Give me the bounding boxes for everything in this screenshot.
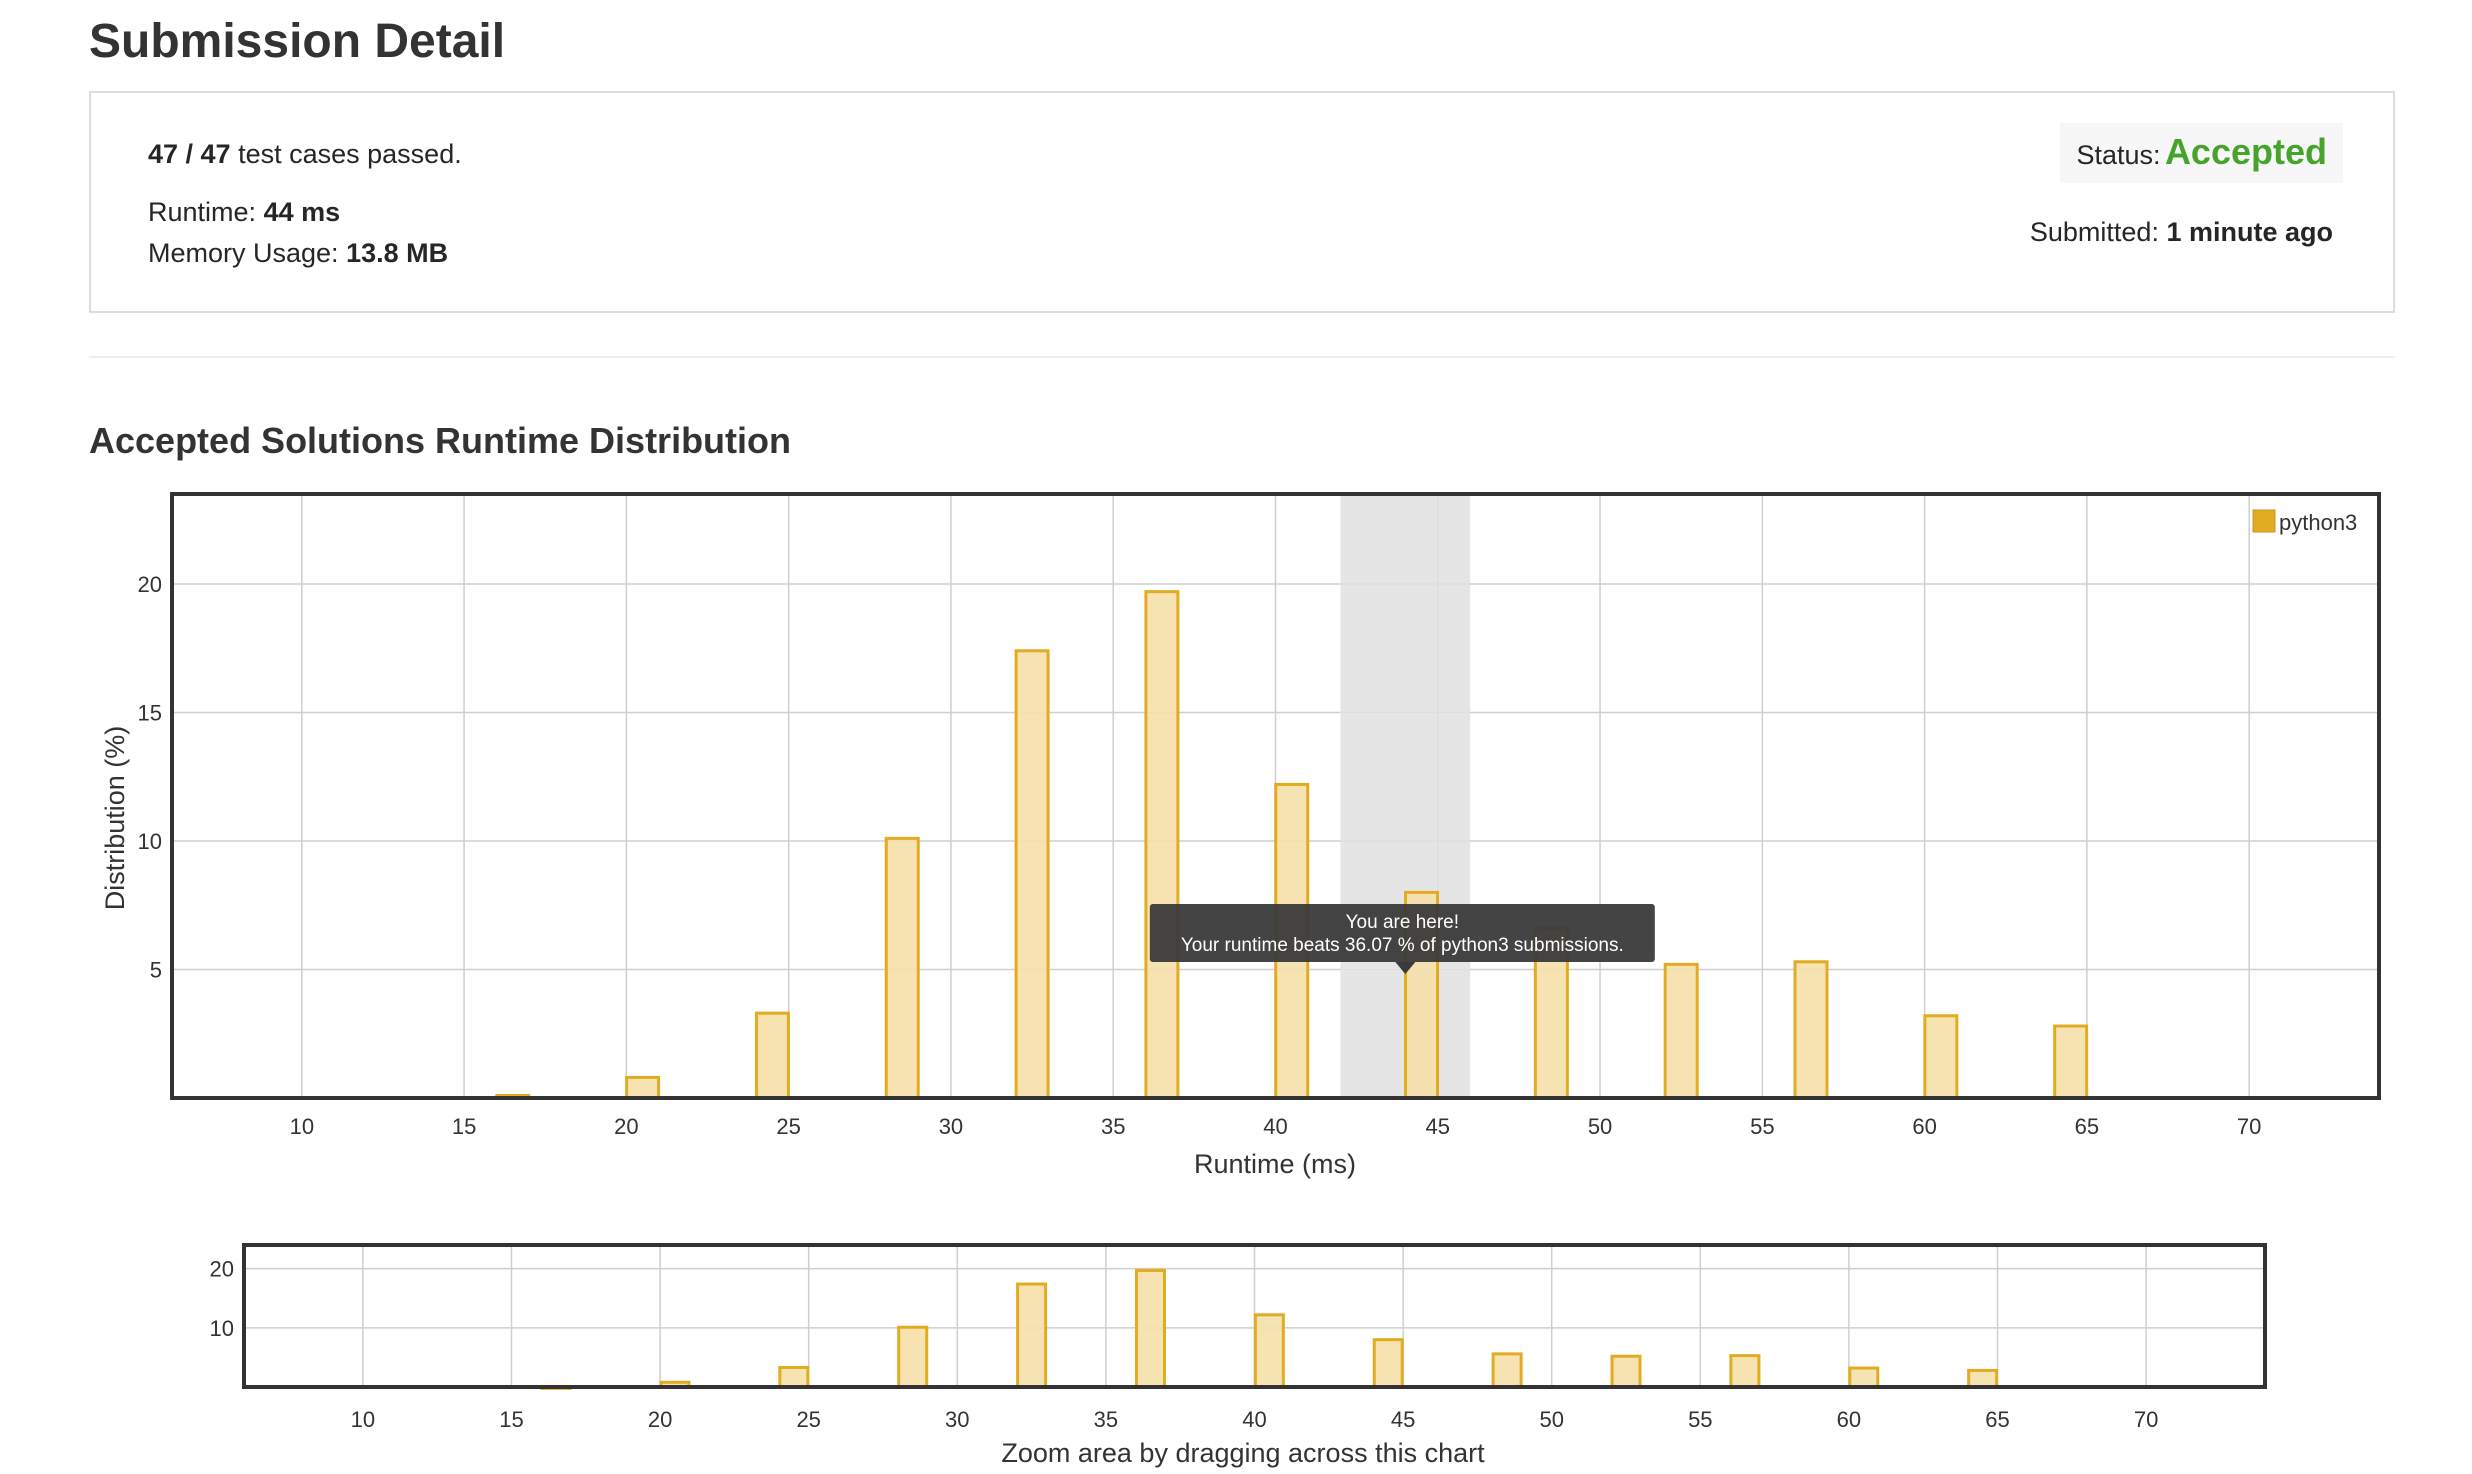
runtime-label: Runtime: [148,197,257,227]
legend-swatch-python3 [2252,509,2276,533]
x-tick-label: 10 [351,1407,375,1432]
test-cases-count: 47 / 47 [148,139,231,169]
x-tick-label: 70 [2134,1407,2158,1432]
x-tick-label: 50 [1588,1114,1612,1139]
bar-56.5 [1729,1354,1761,1389]
memory-value: 13.8 MB [346,238,449,268]
x-tick-label: 45 [1391,1407,1415,1432]
bar-64.5 [2053,1024,2089,1100]
nav-y-tick-labels: 10 20 [210,1257,234,1341]
main-plot-frame [170,492,2381,1100]
page-title: Submission Detail [89,15,506,68]
tooltip-line-1: You are here! [1346,912,1459,933]
x-tick-label: 30 [939,1114,963,1139]
x-tick-label: 15 [499,1407,523,1432]
section-divider [89,356,2395,358]
y-tick-label: 20 [138,572,162,597]
bar-24.5 [778,1365,810,1389]
x-tick-label: 40 [1263,1114,1287,1139]
x-tick-label: 20 [614,1114,638,1139]
bar-36.5 [1144,590,1180,1100]
bar-36.5 [1134,1268,1166,1389]
bar-44.5 [1372,1338,1404,1389]
tooltip-box [1149,904,1655,962]
test-cases-line: 47 / 47 test cases passed. [148,139,462,170]
x-tick-label: 55 [1688,1407,1712,1432]
x-tick-label: 60 [1837,1407,1861,1432]
memory-line: Memory Usage: 13.8 MB [148,238,448,269]
legend[interactable]: python3 [2252,509,2357,535]
test-cases-text: test cases passed. [238,139,462,169]
bar-32.5 [1016,1282,1048,1389]
main-y-tick-labels: 5 10 15 20 [138,572,162,983]
nav-instruction-label: Zoom area by dragging across this chart [1001,1438,1485,1468]
bar-52.5 [1663,962,1699,1100]
y-tick-label: 20 [210,1257,234,1282]
y-tick-label: 10 [210,1316,234,1341]
zoom-navigator-chart[interactable]: 10 15 20 25 30 35 40 45 50 55 60 65 70 10 20 Zoom are… [210,1243,2267,1468]
status-badge: Status: Accepted [2060,123,2343,183]
bar-48.5 [1491,1352,1523,1389]
submission-summary-panel: 47 / 47 test cases passed. Runtime: 44 m… [89,91,2395,313]
x-tick-label: 55 [1750,1114,1774,1139]
bar-20.5 [625,1075,661,1100]
tooltip-pointer [1395,962,1416,974]
x-tick-label: 25 [776,1114,800,1139]
x-tick-label: 65 [2075,1114,2099,1139]
y-tick-label: 5 [150,957,162,982]
section-title: Accepted Solutions Runtime Distribution [89,420,792,461]
bar-60.5 [1848,1366,1880,1389]
status-label: Status: [2076,140,2161,170]
main-y-axis-title: Distribution (%) [100,726,130,911]
bar-60.5 [1923,1014,1959,1100]
nav-grid [244,1245,2265,1387]
bar-56.5 [1793,960,1829,1100]
x-tick-label: 65 [1985,1407,2009,1432]
bar-40.5 [1253,1313,1285,1389]
bar-32.5 [1014,649,1050,1100]
runtime-line: Runtime: 44 ms [148,197,340,228]
x-tick-label: 40 [1242,1407,1266,1432]
x-tick-label: 10 [290,1114,314,1139]
submitted-line: Submitted: 1 minute ago [2030,217,2333,248]
bar-64.5 [1967,1368,1999,1389]
legend-label-python3: python3 [2279,510,2357,535]
runtime-tooltip: You are here! Your runtime beats 36.07 %… [1149,904,1655,974]
bar-24.5 [754,1011,790,1100]
main-x-axis-title: Runtime (ms) [1194,1149,1356,1179]
main-bars[interactable] [495,590,2089,1100]
x-tick-label: 20 [648,1407,672,1432]
memory-label: Memory Usage: [148,238,339,268]
x-tick-label: 35 [1094,1407,1118,1432]
x-tick-label: 50 [1539,1407,1563,1432]
x-tick-label: 70 [2237,1114,2261,1139]
x-tick-label: 15 [452,1114,476,1139]
x-tick-label: 30 [945,1407,969,1432]
main-chart[interactable]: 10 15 20 25 30 35 40 45 50 55 60 65 70 5 10 15 20 Runti… [100,492,2381,1179]
nav-plot-frame [242,1243,2267,1389]
y-tick-label: 10 [138,829,162,854]
main-x-tick-labels: 10 15 20 25 30 35 40 45 50 55 60 65 70 [290,1114,2262,1139]
nav-x-tick-labels: 10 15 20 25 30 35 40 45 50 55 60 65 70 [351,1407,2159,1432]
bar-52.5 [1610,1354,1642,1389]
tooltip-line-2: Your runtime beats 36.07 % of python3 su… [1181,935,1624,956]
runtime-value: 44 ms [263,197,341,227]
bar-28.5 [884,836,920,1100]
x-tick-label: 45 [1426,1114,1450,1139]
submitted-value: 1 minute ago [2166,217,2333,247]
x-tick-label: 60 [1912,1114,1936,1139]
submitted-label: Submitted: [2029,217,2159,247]
status-value: Accepted [2164,131,2327,172]
y-tick-label: 15 [138,700,162,725]
x-tick-label: 25 [796,1407,820,1432]
x-tick-label: 35 [1101,1114,1125,1139]
bar-28.5 [897,1325,929,1389]
